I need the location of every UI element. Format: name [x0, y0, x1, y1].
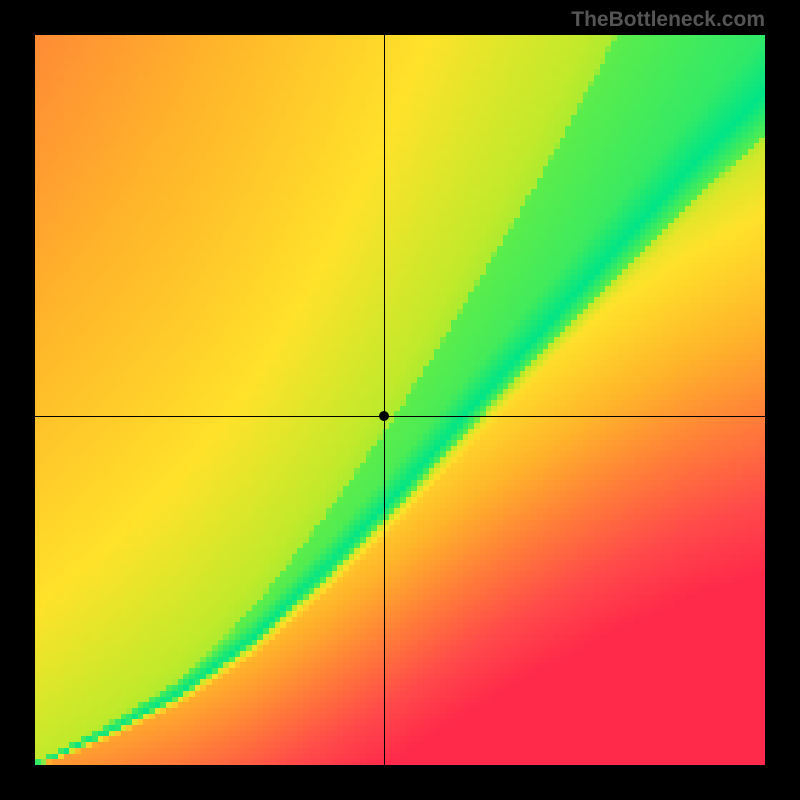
crosshair-vertical — [384, 35, 385, 765]
plot-area — [35, 35, 765, 765]
crosshair-horizontal — [35, 416, 765, 417]
marker-point — [379, 411, 389, 421]
heatmap-canvas — [35, 35, 765, 765]
chart-frame: TheBottleneck.com — [0, 0, 800, 800]
watermark-text: TheBottleneck.com — [571, 8, 765, 32]
